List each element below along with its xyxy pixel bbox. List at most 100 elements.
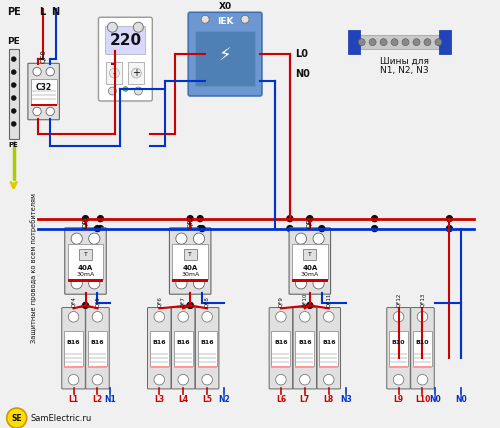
Bar (198, 361, 216, 363)
Bar (296, 354, 314, 355)
Text: SamElectric.ru: SamElectric.ru (30, 413, 92, 422)
Circle shape (199, 226, 205, 232)
Circle shape (324, 312, 334, 322)
Text: PE: PE (7, 7, 20, 17)
Circle shape (134, 22, 143, 32)
Text: 30mA: 30mA (181, 272, 200, 276)
Text: N0: N0 (430, 395, 442, 404)
Text: ⚡: ⚡ (219, 47, 232, 65)
Bar (68, 244, 104, 279)
Circle shape (176, 278, 187, 289)
Circle shape (92, 374, 102, 385)
FancyBboxPatch shape (317, 308, 340, 389)
Circle shape (307, 216, 313, 222)
Bar (88, 331, 107, 366)
Circle shape (187, 303, 193, 308)
Text: 40A: 40A (182, 265, 198, 271)
Bar (32, 98, 56, 100)
Circle shape (82, 303, 88, 308)
Bar (174, 357, 192, 359)
Circle shape (287, 216, 293, 222)
Text: QF6: QF6 (157, 297, 162, 307)
Bar (320, 366, 338, 368)
Text: 30mA: 30mA (300, 272, 319, 276)
FancyBboxPatch shape (196, 308, 219, 389)
Bar (89, 357, 106, 359)
Bar (320, 357, 337, 359)
Circle shape (123, 86, 128, 92)
Circle shape (134, 87, 142, 95)
Circle shape (33, 107, 41, 116)
Text: L1: L1 (68, 395, 78, 404)
Bar (413, 331, 432, 366)
Text: PE: PE (8, 37, 20, 46)
Circle shape (358, 39, 365, 46)
Text: L6: L6 (276, 395, 286, 404)
Bar (198, 331, 216, 366)
Bar (68, 279, 104, 282)
Text: N0: N0 (295, 69, 310, 79)
Bar (174, 331, 193, 366)
Text: 40A: 40A (302, 265, 318, 271)
Text: B16: B16 (298, 341, 312, 345)
Text: N3: N3 (340, 395, 351, 404)
Text: B16: B16 (66, 341, 80, 345)
Bar (272, 357, 289, 359)
Text: L7: L7 (300, 395, 310, 404)
Text: B16: B16 (322, 341, 336, 345)
Text: QF5: QF5 (95, 297, 100, 307)
Bar (198, 354, 216, 355)
Text: L9: L9 (394, 395, 404, 404)
Bar (390, 357, 407, 359)
Bar (32, 89, 56, 92)
Text: QF10: QF10 (302, 293, 308, 307)
FancyBboxPatch shape (293, 308, 316, 389)
Circle shape (417, 312, 428, 322)
Circle shape (313, 233, 324, 244)
Circle shape (276, 374, 286, 385)
Circle shape (82, 216, 88, 222)
Text: QF2: QF2 (187, 214, 193, 228)
Bar (151, 357, 168, 359)
Text: QF8: QF8 (204, 297, 210, 307)
Circle shape (176, 233, 187, 244)
Text: PE: PE (9, 142, 18, 148)
Text: L8: L8 (324, 395, 334, 404)
Bar (304, 249, 316, 259)
Bar (320, 331, 338, 366)
Circle shape (46, 68, 54, 76)
Text: B16: B16 (274, 341, 287, 345)
Bar (320, 354, 337, 355)
Bar (65, 357, 82, 359)
Text: 30mA: 30mA (76, 272, 94, 276)
Bar (272, 361, 289, 363)
Text: 40A: 40A (78, 265, 93, 271)
Circle shape (92, 312, 102, 322)
Text: L0: L0 (295, 49, 308, 59)
Circle shape (324, 374, 334, 385)
Circle shape (402, 39, 409, 46)
Text: B10: B10 (416, 341, 429, 345)
Circle shape (187, 216, 193, 222)
FancyBboxPatch shape (28, 63, 60, 120)
Circle shape (108, 22, 118, 32)
Text: -: - (112, 68, 116, 78)
Bar (348, 30, 360, 54)
Text: SE: SE (12, 413, 22, 422)
Bar (389, 366, 408, 368)
Circle shape (424, 39, 431, 46)
Bar (414, 354, 431, 355)
Bar (390, 354, 407, 355)
Circle shape (178, 374, 188, 385)
Bar (172, 244, 208, 279)
Bar (64, 331, 83, 366)
Circle shape (300, 312, 310, 322)
Circle shape (276, 312, 286, 322)
Bar (106, 26, 146, 54)
Circle shape (197, 216, 203, 222)
Text: N1: N1 (104, 395, 117, 404)
Bar (272, 354, 289, 355)
Text: Шины для: Шины для (380, 57, 429, 66)
Circle shape (11, 70, 16, 74)
Circle shape (108, 87, 116, 95)
